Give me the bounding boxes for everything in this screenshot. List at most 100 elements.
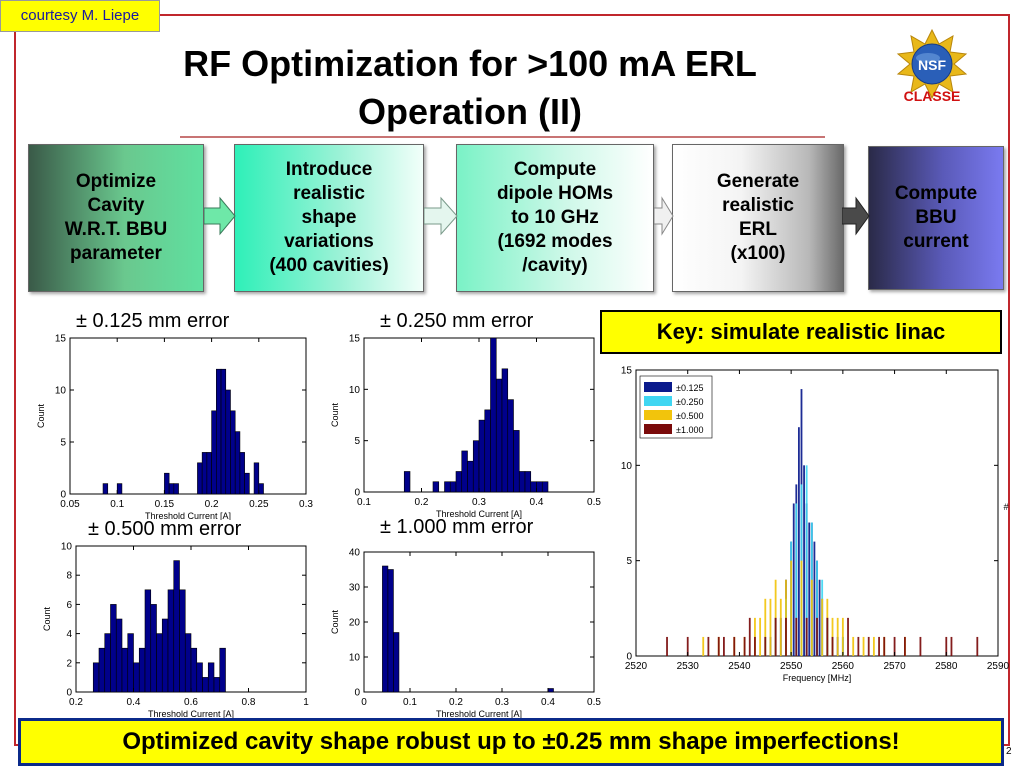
histogram-bar: [530, 481, 537, 493]
histogram-bar: [893, 636, 896, 656]
title-line-2: Operation (II): [358, 91, 582, 132]
histogram-bar: [467, 460, 474, 493]
histogram-bar: [976, 636, 979, 656]
histogram-bar: [244, 472, 250, 495]
histogram-bar: [686, 636, 689, 656]
histogram-bar: [478, 419, 486, 493]
plot-area: [363, 551, 595, 693]
histogram-bar: [234, 431, 241, 495]
histogram-bar: [219, 647, 226, 693]
histogram-bar: [707, 636, 710, 656]
y-tick-label: 5: [60, 438, 66, 449]
histogram-bar: [258, 483, 264, 495]
x-tick-label: 0.1: [357, 497, 371, 508]
histogram-bar: [836, 617, 839, 656]
flow-step-line: Cavity: [87, 195, 145, 216]
panel-label-0250: ± 0.250 mm error: [380, 310, 534, 332]
y-tick-label: 0: [60, 490, 66, 501]
histogram-bar: [733, 636, 736, 656]
y-tick-label: 30: [349, 583, 361, 594]
histogram-bar: [127, 633, 134, 693]
x-tick-label: 0.2: [449, 697, 463, 708]
x-tick-label: 2580: [935, 661, 958, 672]
x-axis-label: Threshold Current [A]: [148, 709, 234, 718]
x-axis-label: Threshold Current [A]: [145, 511, 231, 520]
x-tick-label: 0.2: [415, 497, 429, 508]
x-tick-label: 0.6: [184, 697, 198, 708]
histogram-bar: [803, 465, 805, 656]
histogram-bar: [800, 560, 803, 656]
flow-step-line: W.R.T. BBU: [64, 219, 168, 240]
x-tick-label: 0.2: [69, 697, 83, 708]
flow-step-line: ERL: [739, 219, 777, 240]
flow-step-line: Compute: [894, 183, 978, 204]
x-tick-label: 0.3: [472, 497, 486, 508]
y-tick-label: 20: [349, 618, 361, 629]
plot-area: [69, 337, 307, 495]
histogram-bar: [764, 598, 767, 656]
histogram-bar: [490, 337, 497, 493]
x-tick-label: 0.4: [541, 697, 555, 708]
histogram-bar: [387, 569, 394, 693]
histogram-bar: [461, 450, 468, 493]
histogram-bar: [444, 481, 451, 493]
histogram-bar: [805, 617, 808, 656]
histogram-bar: [769, 598, 772, 656]
histogram-bar: [547, 688, 554, 693]
histogram-bar: [196, 662, 203, 693]
flow-step-optimize: Optimize Cavity W.R.T. BBU parameter: [28, 144, 204, 292]
y-tick-label: 0: [626, 652, 632, 663]
flow-step-line: BBU: [915, 207, 957, 228]
histogram-bar: [518, 471, 526, 493]
x-tick-label: 0.8: [242, 697, 256, 708]
x-tick-label: 0.5: [587, 497, 601, 508]
flow-step-generate-erl: Generate realistic ERL (x100): [672, 144, 844, 292]
histogram-bar: [779, 598, 782, 656]
panel-label-0500: ± 0.500 mm error: [88, 518, 242, 540]
y-tick-label: 10: [61, 542, 73, 553]
histogram-bar: [808, 522, 811, 656]
histogram-bar: [393, 632, 400, 693]
histogram-bar: [872, 636, 875, 656]
y-tick-label: 8: [66, 571, 72, 582]
histogram-bar: [144, 589, 152, 693]
y-tick-label: 4: [66, 629, 72, 640]
x-tick-label: 0.15: [155, 499, 175, 510]
histogram-bar: [831, 636, 834, 656]
histogram-bar: [524, 471, 532, 493]
seal-text: NSF: [918, 57, 946, 73]
legend-swatch: [644, 396, 672, 406]
histogram-bar: [792, 503, 795, 656]
y-tick-label: 15: [621, 366, 633, 377]
classe-logo-label: CLASSE: [903, 88, 961, 104]
x-tick-label: 2540: [728, 661, 751, 672]
histogram-bar: [797, 427, 800, 656]
histogram-bar: [230, 410, 236, 495]
histogram-bar: [818, 579, 821, 656]
flow-step-line: parameter: [70, 243, 162, 264]
histogram-bar: [743, 636, 746, 656]
histogram-bar: [759, 617, 762, 656]
y-tick-label: 6: [66, 600, 72, 611]
histogram-bar: [164, 472, 170, 495]
histogram-bar: [816, 560, 818, 656]
histogram-bar: [133, 662, 140, 693]
flow-step-line: (x100): [730, 243, 786, 264]
histogram-1000: 0 0.1 0.2 0.3 0.4 0.5 0 10 20 30 40 Threshold Curre…: [330, 548, 601, 719]
histogram-bar: [225, 389, 231, 495]
y-tick-label: 0: [354, 688, 360, 699]
y-tick-label: 40: [349, 548, 361, 559]
nsf-seal-logo: NSF: [896, 28, 968, 100]
flow-arrow-icon: [654, 196, 674, 236]
histogram-bar: [821, 598, 824, 656]
x-tick-label: 0.3: [495, 697, 509, 708]
x-axis-label: Threshold Current [A]: [436, 509, 522, 519]
histogram-bar: [702, 636, 705, 656]
histogram-bar: [173, 483, 179, 495]
histogram-bar: [723, 636, 725, 656]
histogram-bar: [764, 636, 767, 656]
y-tick-label: 15: [55, 334, 67, 345]
histogram-bar: [190, 647, 198, 693]
flow-step-line: Generate: [716, 171, 800, 192]
